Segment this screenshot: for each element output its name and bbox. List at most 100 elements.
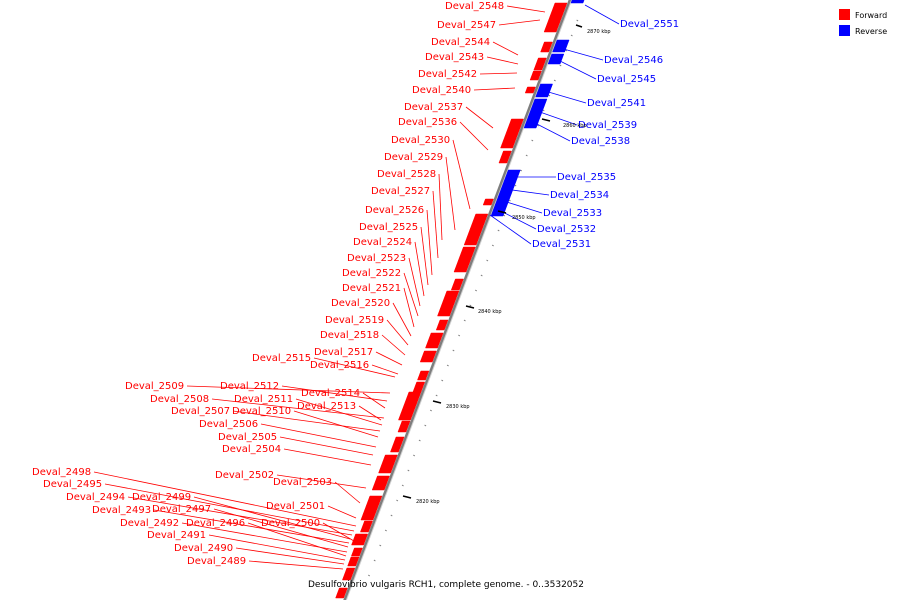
scale-tick	[497, 229, 500, 232]
leader-line	[473, 87, 516, 91]
kbp-label: 2820 kbp	[416, 499, 440, 505]
scale-tick	[548, 94, 551, 97]
forward-gene-glyph	[437, 290, 460, 317]
tick-marks	[367, 19, 579, 577]
forward-gene-label: Deval_2505	[218, 432, 277, 443]
forward-gene-label: Deval_2530	[391, 135, 450, 146]
forward-gene-glyph	[524, 86, 536, 94]
reverse-gene-label: Deval_2551	[620, 19, 679, 30]
forward-gene-glyph	[342, 567, 356, 581]
leader-line	[584, 4, 620, 25]
forward-gene-glyph	[397, 420, 411, 433]
leader-line	[260, 423, 377, 448]
leader-line	[438, 173, 443, 241]
scale-tick	[559, 64, 562, 67]
scale-tick	[384, 529, 387, 532]
scale-tick	[531, 139, 534, 142]
reverse-gene-label: Deval_2538	[571, 136, 630, 147]
forward-gene-label: Deval_2514	[301, 388, 360, 399]
forward-gene-glyph	[360, 495, 383, 521]
forward-gene-glyph	[390, 436, 405, 453]
scale-tick	[514, 184, 517, 187]
forward-gene-label: Deval_2521	[342, 283, 401, 294]
forward-gene-label: Deval_2537	[404, 102, 463, 113]
leader-line	[327, 505, 357, 519]
forward-gene-label: Deval_2491	[147, 530, 206, 541]
scale-tick	[396, 499, 399, 502]
reverse-gene-label: Deval_2539	[578, 120, 637, 131]
label-leaders	[93, 4, 620, 570]
leader-line	[235, 547, 345, 565]
forward-gene-glyph	[371, 475, 390, 491]
leader-line	[536, 110, 578, 126]
forward-gene-glyph	[417, 370, 430, 381]
scale-tick	[536, 124, 539, 127]
forward-gene-label: Deval_2529	[384, 152, 443, 163]
leader-line	[432, 190, 439, 259]
leader-line	[208, 534, 346, 561]
forward-gene-label: Deval_2520	[331, 298, 390, 309]
scale-tick	[429, 409, 432, 412]
scale-tick	[508, 199, 511, 202]
leader-line	[452, 139, 471, 210]
scale-tick	[570, 34, 573, 37]
forward-gene-label: Deval_2506	[199, 419, 258, 430]
forward-gene-glyph	[398, 391, 422, 421]
scale-tick	[424, 424, 427, 427]
forward-gene-label: Deval_2499	[132, 492, 191, 503]
scale-tick	[491, 244, 494, 247]
scale-tick	[373, 559, 376, 562]
forward-gene-label: Deval_2492	[120, 518, 179, 529]
forward-gene-glyph	[378, 454, 398, 474]
forward-gene-label: Deval_2511	[234, 394, 293, 405]
forward-gene-label: Deval_2504	[222, 444, 281, 455]
leader-line	[504, 188, 550, 196]
leader-line	[211, 398, 385, 419]
leader-line	[381, 334, 406, 356]
leader-line	[420, 226, 429, 286]
forward-gene-glyph	[500, 118, 524, 149]
legend-forward-swatch	[839, 9, 850, 20]
leader-line	[371, 364, 399, 375]
reverse-gene-glyph	[535, 83, 553, 98]
legend-forward-label: Forward	[855, 11, 887, 20]
reverse-gene-glyph	[523, 117, 541, 129]
forward-gene-label: Deval_2547	[437, 20, 496, 31]
leader-line	[293, 410, 379, 438]
leader-line	[426, 209, 433, 276]
scale-tick	[553, 79, 556, 82]
forward-gene-label: Deval_2517	[314, 347, 373, 358]
forward-gene-label: Deval_2510	[232, 406, 291, 417]
leader-line	[403, 272, 419, 317]
forward-gene-glyph	[347, 556, 360, 567]
leader-line	[465, 106, 494, 129]
leader-line	[281, 385, 388, 402]
scale-tick	[379, 544, 382, 547]
leader-line	[479, 72, 518, 75]
forward-gene-label: Deval_2525	[359, 222, 418, 233]
forward-gene-label: Deval_2489	[187, 556, 246, 567]
reverse-gene-glyph	[492, 203, 508, 211]
scale-tick	[435, 394, 438, 397]
forward-gene-label: Deval_2542	[418, 69, 477, 80]
forward-gene-glyph	[425, 332, 444, 349]
leader-line	[544, 90, 587, 104]
forward-gene-glyph	[498, 150, 512, 164]
forward-gene-glyph	[335, 587, 348, 599]
forward-gene-label: Deval_2528	[377, 169, 436, 180]
forward-gene-glyph	[529, 70, 542, 81]
scale-tick	[452, 349, 455, 352]
reverse-gene-glyph	[547, 53, 565, 65]
leader-line	[358, 405, 382, 421]
scale-tick	[503, 214, 506, 217]
leader-line	[459, 121, 489, 151]
kbp-label: 2830 kbp	[446, 404, 470, 410]
kbp-label: 2870 kbp	[587, 29, 611, 35]
leader-line	[386, 319, 409, 346]
scale-tick	[401, 484, 404, 487]
legend: Forward Reverse	[839, 9, 887, 36]
reverse-gene-label: Deval_2532	[537, 224, 596, 235]
scale-tick	[480, 274, 483, 277]
leader-line	[93, 471, 357, 527]
leader-line	[153, 509, 350, 544]
